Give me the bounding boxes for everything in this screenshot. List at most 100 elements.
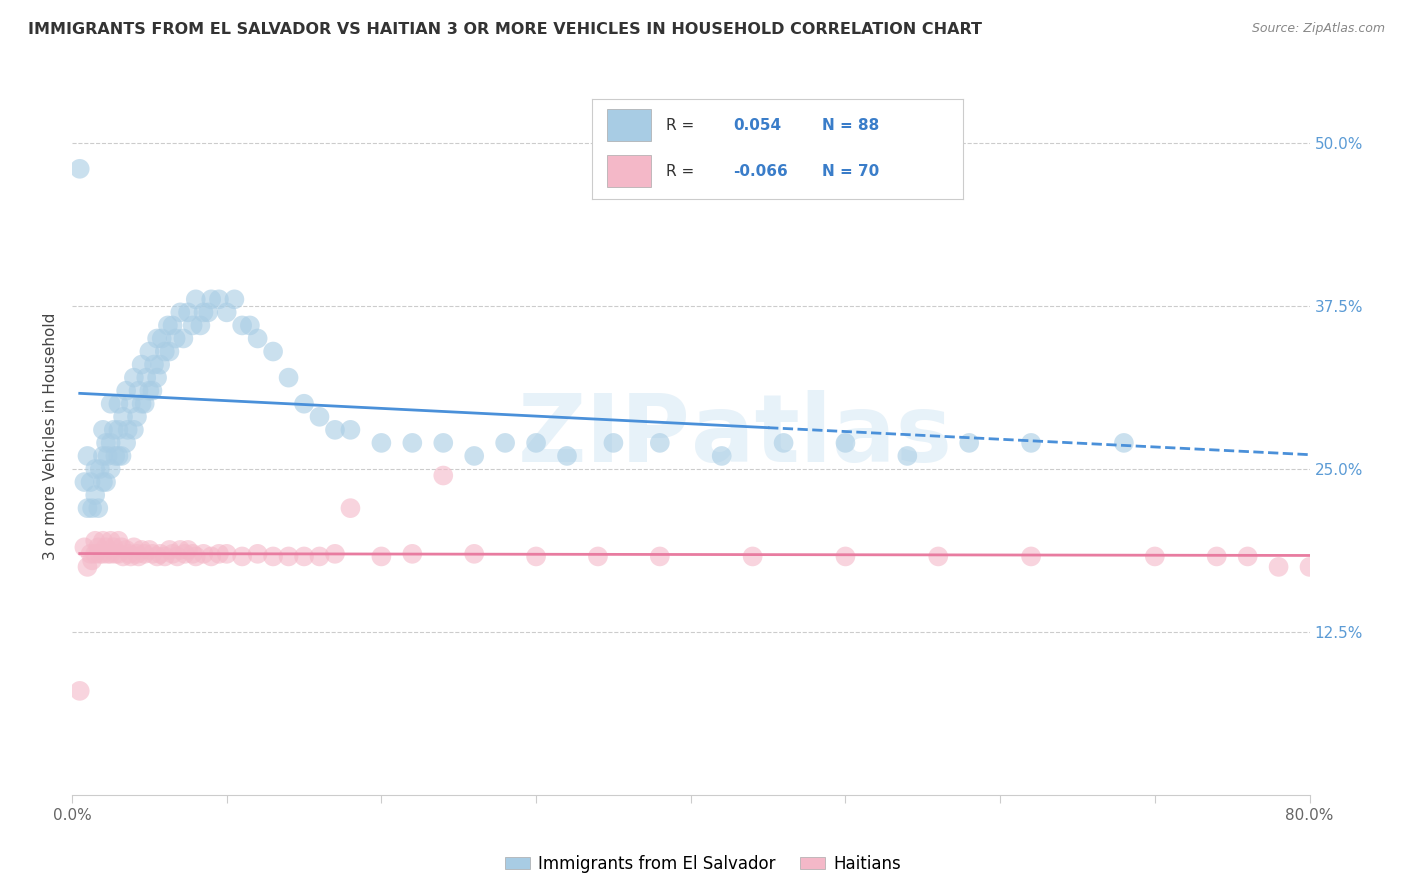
Point (104, 547, 127, 561)
Point (153, 549, 176, 564)
Point (115, 436, 138, 450)
Point (896, 449, 918, 463)
Point (159, 542, 181, 557)
Point (555, 449, 578, 463)
Point (128, 549, 150, 564)
Point (308, 409, 330, 424)
Point (308, 549, 330, 564)
Point (181, 547, 204, 561)
Point (100, 462, 122, 476)
Point (89, 462, 111, 476)
Point (957, 436, 980, 450)
Point (100, 397, 122, 411)
Point (184, 549, 207, 564)
Point (91, 423, 114, 437)
Point (165, 331, 187, 345)
Point (100, 547, 122, 561)
Point (239, 318, 262, 333)
Point (741, 549, 763, 564)
Point (76, 560, 98, 574)
Point (146, 549, 169, 564)
Point (146, 370, 169, 384)
Point (94, 541, 117, 555)
Point (118, 547, 141, 561)
Point (648, 436, 671, 450)
Point (277, 549, 299, 564)
Point (115, 384, 138, 398)
Point (107, 547, 129, 561)
Point (231, 549, 253, 564)
Point (1019, 436, 1042, 450)
Point (1298, 560, 1320, 574)
Point (125, 547, 148, 561)
Point (370, 549, 392, 564)
Point (524, 436, 547, 450)
Point (1112, 436, 1135, 450)
Point (1019, 549, 1042, 564)
Point (339, 501, 361, 516)
Point (134, 547, 156, 561)
Point (246, 331, 269, 345)
Point (100, 533, 122, 548)
Point (97, 547, 120, 561)
Point (193, 547, 215, 561)
Point (134, 397, 156, 411)
Point (84, 533, 107, 548)
Point (69, 684, 91, 698)
Point (184, 293, 207, 307)
Point (432, 436, 454, 450)
Point (166, 549, 188, 564)
Point (231, 318, 253, 333)
Point (138, 384, 160, 398)
Point (141, 384, 163, 398)
Point (190, 318, 212, 333)
Point (149, 358, 172, 372)
Point (94, 475, 117, 489)
Point (125, 409, 148, 424)
Point (169, 542, 191, 557)
Point (100, 436, 122, 450)
Point (135, 370, 157, 384)
Point (401, 547, 423, 561)
Point (131, 397, 153, 411)
Point (91, 449, 114, 463)
Point (84, 462, 107, 476)
Point (169, 305, 191, 319)
Point (208, 547, 231, 561)
Point (87, 501, 110, 516)
Point (107, 449, 129, 463)
Point (463, 547, 485, 561)
Text: IMMIGRANTS FROM EL SALVADOR VS HAITIAN 3 OR MORE VEHICLES IN HOUSEHOLD CORRELATI: IMMIGRANTS FROM EL SALVADOR VS HAITIAN 3… (28, 22, 983, 37)
Point (79, 475, 101, 489)
Point (120, 549, 142, 564)
Point (104, 449, 127, 463)
Point (146, 331, 169, 345)
Point (174, 547, 197, 561)
Point (131, 542, 153, 557)
Point (162, 547, 184, 561)
Point (82, 501, 104, 516)
Point (710, 449, 733, 463)
Point (262, 549, 284, 564)
Point (122, 370, 145, 384)
Point (120, 397, 142, 411)
Point (463, 449, 485, 463)
Point (177, 305, 200, 319)
Point (602, 436, 624, 450)
Point (84, 488, 107, 502)
Point (143, 358, 166, 372)
Point (91, 475, 114, 489)
Point (112, 409, 135, 424)
Point (150, 331, 173, 345)
Legend: Immigrants from El Salvador, Haitians: Immigrants from El Salvador, Haitians (498, 848, 908, 880)
Point (73, 475, 96, 489)
Point (138, 344, 160, 359)
Point (292, 397, 315, 411)
Point (91, 547, 114, 561)
Point (524, 549, 547, 564)
Point (110, 541, 132, 555)
Point (89, 547, 111, 561)
Point (115, 542, 138, 557)
Point (277, 370, 299, 384)
Point (181, 318, 204, 333)
